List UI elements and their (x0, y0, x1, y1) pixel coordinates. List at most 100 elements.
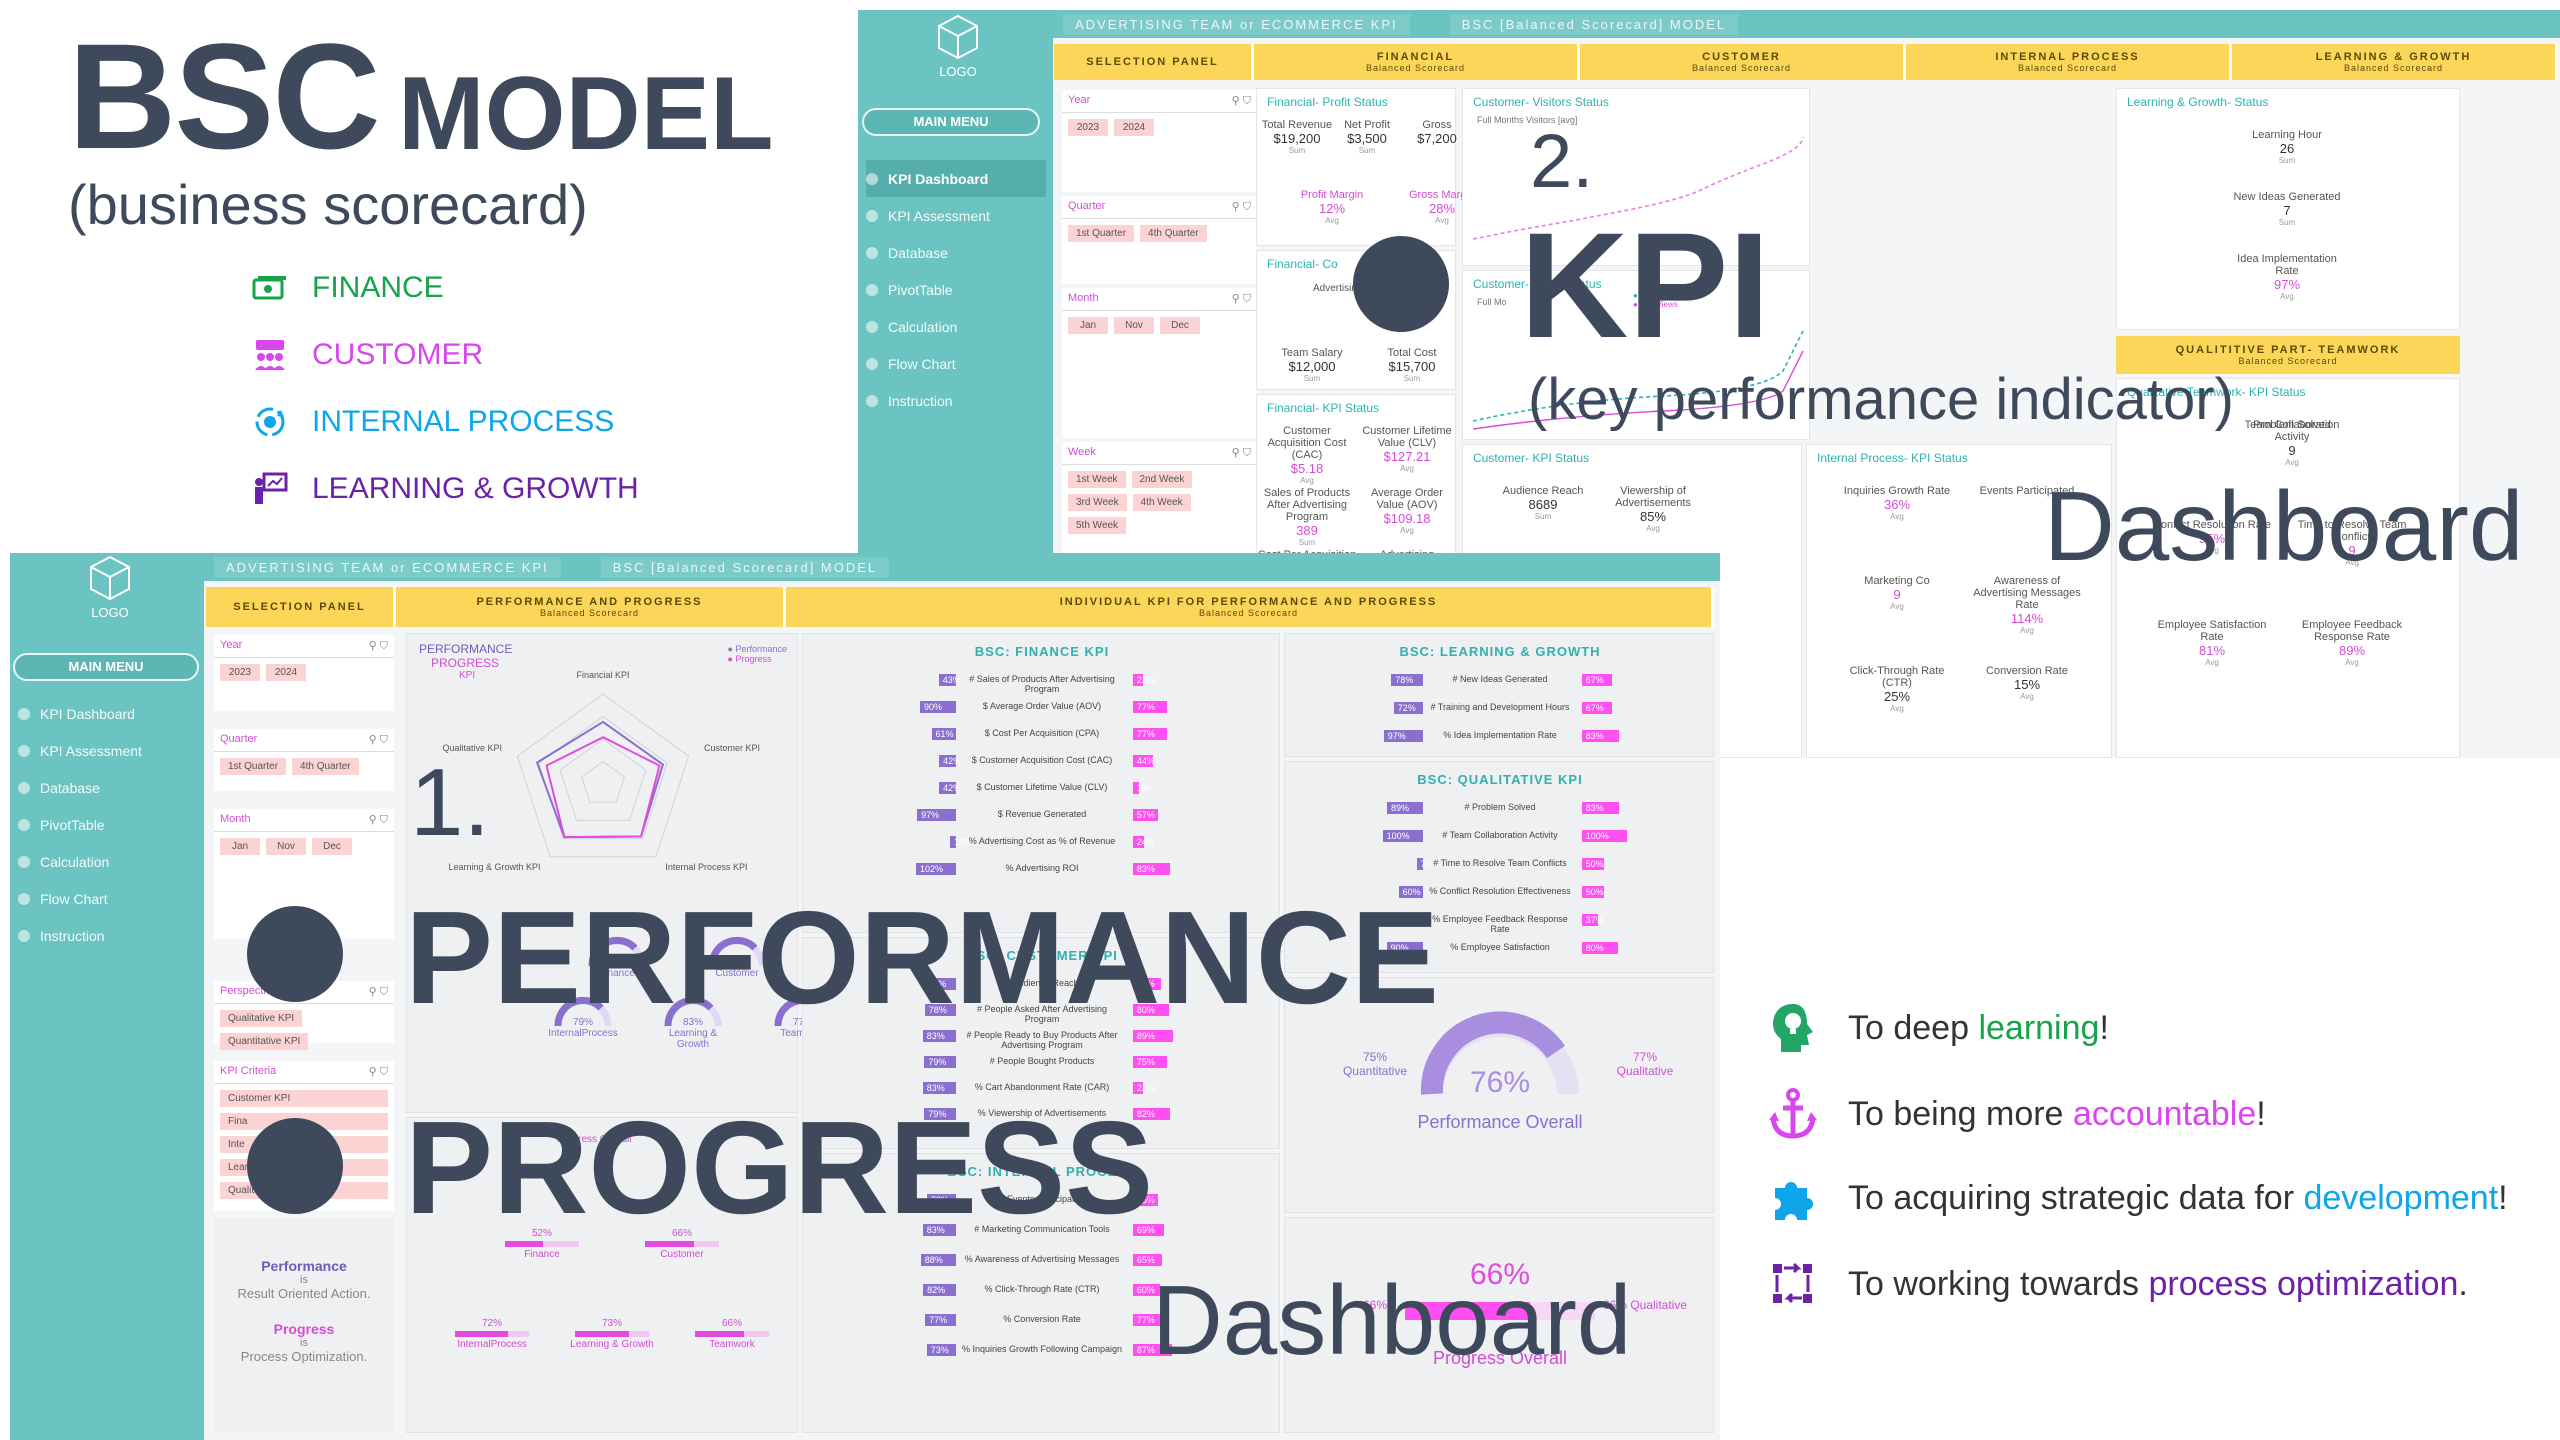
filter-option[interactable]: Qualitative KPI (220, 1010, 303, 1027)
kpi-metric-label: Net Profit (1344, 119, 1390, 131)
filter-option[interactable]: Nov (1114, 317, 1154, 334)
menu-item-instruction[interactable]: Instruction (866, 382, 1046, 419)
filter-clear-icon[interactable]: ⚲ ⛉ (368, 734, 388, 746)
benefit-highlight: process optimization (2148, 1264, 2459, 1303)
perf-header-indiv: INDIVIDUAL KPI FOR PERFORMANCE AND PROGR… (786, 587, 1714, 627)
menu-item-pivottable[interactable]: PivotTable (18, 806, 198, 843)
kpi-metric-value: $5.18 (1290, 461, 1324, 476)
filter-clear-icon[interactable]: ⚲ ⛉ (1231, 95, 1251, 107)
kpi-metric-value: $19,200 (1273, 131, 1321, 146)
kpi-metric-label: Audience Reach (1502, 485, 1584, 497)
filter-label: KPI Criteria (220, 1065, 277, 1077)
progress-item: 66% Teamwork (687, 1318, 777, 1350)
kpi-row-label: # Team Collaboration Activity (1442, 830, 1558, 840)
menu-item-flow-chart[interactable]: Flow Chart (18, 880, 198, 917)
benefit-suffix: ! (2256, 1094, 2266, 1133)
filter-option[interactable]: Dec (312, 838, 352, 855)
qualitative-kpi-block: BSC: QUALITATIVE KPI 89% # Problem Solved 8… (1284, 761, 1714, 973)
perf-donut-value: 69% (606, 957, 627, 968)
menu-item-calculation[interactable]: Calculation (18, 843, 198, 880)
filter-option[interactable]: 3rd Week (1068, 494, 1127, 511)
filter-option[interactable]: Dec (1160, 317, 1200, 334)
filter-option[interactable]: 2024 (1114, 119, 1154, 136)
performance-bar: 73% (926, 1344, 956, 1356)
title-bsc: BSC (68, 12, 381, 180)
filter-header: Quarter ⚲ ⛉ (1062, 196, 1257, 219)
gauge-left: 75% Quantitative (1342, 1050, 1408, 1078)
filter-clear-icon[interactable]: ⚲ ⛉ (368, 640, 388, 652)
filter-option[interactable]: 1st Week (1068, 471, 1126, 488)
progress-fill (645, 1241, 694, 1247)
filter-clear-icon[interactable]: ⚲ ⛉ (368, 1066, 388, 1078)
filter-option[interactable]: Nov (266, 838, 306, 855)
radar-axis-label: Learning & Growth KPI (449, 862, 541, 872)
perf-topbar-left: ADVERTISING TEAM or ECOMMERCE KPI (214, 556, 561, 578)
menu-item-kpi-dashboard[interactable]: KPI Dashboard (866, 160, 1046, 197)
menu-item-kpi-dashboard[interactable]: KPI Dashboard (18, 695, 198, 732)
kpi-metric-label: Conversion Rate (1986, 665, 2068, 677)
menu-item-kpi-assessment[interactable]: KPI Assessment (866, 197, 1046, 234)
kpi-metric-value: 95% (2198, 531, 2226, 546)
kpi-metric-label: Employee Feedback Response Rate (2301, 619, 2403, 643)
kpi-row-label: % Advertising Cost as % of Revenue (968, 836, 1116, 846)
menu-item-icon (866, 209, 878, 222)
filter-option[interactable]: 5th Week (1068, 517, 1127, 534)
filter-option[interactable]: Jan (220, 838, 260, 855)
filter-option[interactable]: 4th Quarter (292, 758, 359, 775)
menu-item-calculation[interactable]: Calculation (866, 308, 1046, 345)
menu-item-label: KPI Dashboard (888, 170, 989, 187)
filter-option[interactable]: Jan (1068, 317, 1108, 334)
kpi-metric-sub: Avg (1325, 216, 1339, 225)
benefit-text: To deep learning! (1848, 1009, 2109, 1048)
radar-chart: Financial KPI Customer KPI Internal Proces… (442, 670, 760, 872)
perf-menu: KPI Dashboard KPI Assessment Database Pivot… (18, 695, 198, 954)
performance-bar: 83% (922, 1224, 956, 1236)
kpi-metric: Total Revenue $19,200 Sum (1252, 119, 1342, 155)
filter-clear-icon[interactable]: ⚲ ⛉ (1231, 293, 1251, 305)
menu-item-database[interactable]: Database (866, 234, 1046, 271)
filter-option[interactable]: 2023 (220, 664, 260, 681)
filter-option[interactable]: 2nd Week (1131, 471, 1193, 488)
filter-option[interactable]: 2023 (1068, 119, 1108, 136)
menu-item-pivottable[interactable]: PivotTable (866, 271, 1046, 308)
filter-option[interactable]: 4th Quarter (1140, 225, 1207, 242)
perf-main-menu-button[interactable]: MAIN MENU (13, 653, 199, 681)
perf-header-perf: PERFORMANCE AND PROGRESS Balanced Scoreca… (396, 587, 786, 627)
filter-clear-icon[interactable]: ⚲ ⛉ (1231, 201, 1251, 213)
head-bulb-icon (1768, 1002, 1818, 1054)
filter-option[interactable]: 2024 (266, 664, 306, 681)
menu-item-instruction[interactable]: Instruction (18, 917, 198, 954)
perf-donut-value: 79% (572, 1017, 593, 1028)
filter-option[interactable]: 1st Quarter (220, 758, 287, 775)
filter-clear-icon[interactable]: ⚲ ⛉ (1231, 447, 1251, 459)
perspective-label: INTERNAL PROCESS (312, 405, 615, 438)
kpi-metric: Time to Resolve Team Conflict 9 Avg (2287, 519, 2417, 567)
kpi-metric-label: Sales of Products After Advertising Prog… (1263, 487, 1351, 523)
filter-clear-icon[interactable]: ⚲ ⛉ (368, 814, 388, 826)
filter-option[interactable]: Customer KPI (220, 1090, 388, 1107)
kpi-row-label: % Idea Implementation Rate (1443, 730, 1557, 740)
performance-bar: 88% (920, 1254, 956, 1266)
column-header-sub: Balanced Scorecard (1365, 63, 1466, 73)
progress-bar: 83% (1581, 802, 1620, 814)
filter-clear-icon[interactable]: ⚲ ⛉ (368, 986, 388, 998)
radar-panel: PERFORMANCE PROGRESS KPI ● Performance ● Pro… (406, 633, 832, 1113)
perf-donut: 79% InternalProcess (543, 994, 623, 1039)
kpi-metric-value: 97% (2273, 277, 2301, 292)
kpi-metric-label: Events Participated (1979, 485, 2075, 497)
filter-option[interactable]: 4th Week (1132, 494, 1191, 511)
filter-quarter: Quarter ⚲ ⛉ 1st Quarter 4th Quarter (1062, 196, 1257, 284)
kpi-metric-sub: Avg (2345, 658, 2359, 667)
progress-bar: 77% (1132, 1314, 1168, 1326)
menu-item-flow-chart[interactable]: Flow Chart (866, 345, 1046, 382)
kpi-metric-value: 114% (2010, 611, 2044, 626)
menu-item-database[interactable]: Database (18, 769, 198, 806)
kpi-block-title: BSC: QUALITATIVE KPI (1417, 772, 1583, 787)
filter-option[interactable]: 1st Quarter (1068, 225, 1135, 242)
menu-item-kpi-assessment[interactable]: KPI Assessment (18, 732, 198, 769)
progress-panel: Progress Overall 52% Finance 66% Customer 72%… (406, 1117, 798, 1433)
filter-option[interactable]: Quantitative KPI (220, 1033, 309, 1050)
filter-label: Month (220, 813, 251, 825)
kpi-main-menu-button[interactable]: MAIN MENU (862, 108, 1040, 136)
kpi-row-label: # Time to Resolve Team Conflicts (1433, 858, 1567, 868)
